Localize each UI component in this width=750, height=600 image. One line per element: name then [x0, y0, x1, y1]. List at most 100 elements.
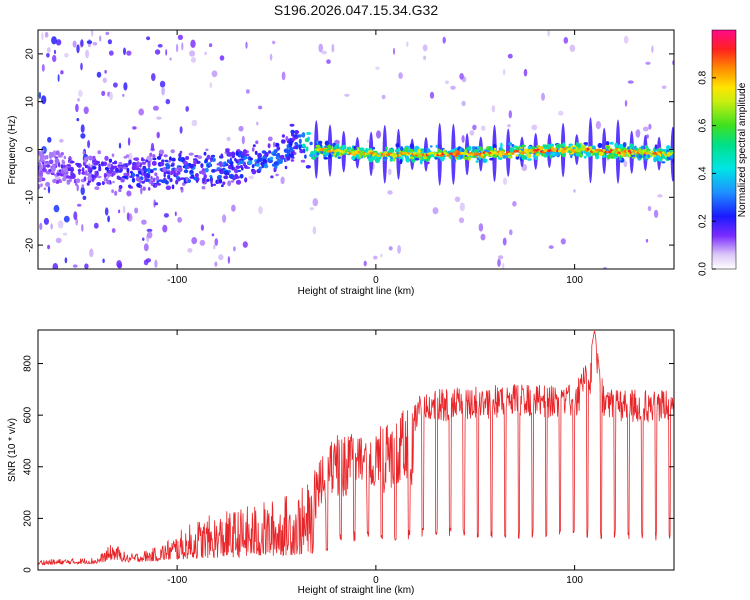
spectrogram-noise-point	[55, 39, 62, 46]
spectrogram-signal-point	[283, 148, 289, 153]
spectrogram-ridge-point	[454, 154, 458, 157]
spectrogram-noise-point	[179, 126, 183, 134]
spectrogram-noise-point	[321, 50, 327, 55]
spectrogram-noise-point	[163, 213, 169, 218]
spectrogram-noise-point	[459, 202, 465, 212]
spectrogram-noise-point	[77, 203, 82, 207]
spectrogram-noise-point	[64, 257, 68, 264]
spectrogram-noise-point	[491, 105, 496, 113]
spectrogram-signal-point	[276, 146, 281, 151]
colorbar-tick-label: 0.4	[698, 166, 709, 180]
spectrogram-signal-point	[118, 188, 122, 193]
spectrogram-signal-point	[489, 157, 494, 161]
snr-xtick-label: 0	[373, 575, 379, 586]
spectrogram-noise-point	[648, 123, 652, 130]
spectrogram-noise-point	[50, 223, 53, 230]
spectrogram-signal-point	[158, 149, 165, 155]
spectrogram-noise-point	[127, 152, 133, 161]
spectrogram-signal-point	[653, 156, 658, 163]
spectrogram-noise-point	[84, 263, 89, 269]
spectrogram-signal-point	[452, 160, 457, 163]
spectrogram-signal-point	[336, 151, 340, 156]
spectrogram-signal-point	[654, 144, 658, 150]
spectrogram-noise-point	[44, 31, 49, 38]
spectrogram-noise-point	[645, 134, 649, 139]
spectrogram-signal-point	[219, 178, 223, 184]
spectrogram-signal-point	[70, 160, 75, 164]
spectrogram-noise-point	[43, 217, 50, 225]
spectrogram-noise-point	[72, 264, 78, 268]
spectrogram-noise-point	[191, 237, 198, 245]
spectrogram-signal-point	[536, 153, 540, 157]
spectrogram-signal-point	[405, 155, 410, 160]
spectrogram-signal-point	[482, 158, 487, 164]
spectrogram-noise-point	[541, 92, 545, 101]
spectrogram-noise-point	[635, 129, 641, 138]
spectrogram-signal-point	[256, 159, 261, 163]
spectrogram-signal-point	[210, 154, 216, 158]
spectrogram-noise-point	[472, 124, 477, 131]
spectrogram-signal-point	[141, 161, 146, 165]
spectrogram-signal-point	[82, 150, 86, 155]
spectrogram-signal-point	[434, 156, 438, 160]
spectrogram-noise-point	[80, 133, 86, 139]
spectrogram-signal-point	[101, 181, 105, 186]
spectrogram-signal-point	[180, 186, 184, 190]
spectrogram-noise-point	[238, 125, 244, 132]
snr-ytick-label: 800	[23, 355, 34, 372]
spectrogram-ridge-point	[438, 152, 442, 155]
spectrogram-signal-point	[145, 178, 150, 182]
spectrogram-ridge-point	[647, 150, 651, 154]
spectrogram-signal-point	[175, 179, 179, 185]
spectrogram-signal-point	[526, 153, 532, 158]
spectrogram-signal-point	[222, 181, 226, 185]
spectrogram-noise-point	[258, 105, 263, 110]
spectrogram-noise-point	[46, 53, 50, 58]
spectrogram-signal-point	[658, 157, 662, 162]
spectrogram-noise-point	[138, 108, 144, 116]
snr-ytick-label: 600	[23, 406, 34, 423]
spectrogram-noise-point	[90, 30, 94, 37]
spectrogram-signal-point	[527, 146, 532, 150]
colorbar-tick-label: 0.8	[698, 70, 709, 84]
spectrogram-noise-point	[147, 231, 153, 239]
spectrogram-signal-point	[52, 178, 57, 184]
spectrogram-noise-point	[73, 211, 78, 221]
spectrogram-signal-point	[595, 154, 599, 160]
spectrogram-signal-point	[239, 160, 245, 165]
spectrogram-signal-point	[149, 169, 154, 174]
spectrogram-signal-point	[515, 146, 520, 150]
spectrogram-signal-point	[117, 165, 123, 169]
spectrogram-noise-point	[502, 262, 505, 269]
spectrogram-signal-point	[544, 144, 547, 148]
spectrogram-signal-point	[568, 150, 573, 154]
spectrogram-signal-point	[235, 165, 241, 170]
spectrogram-signal-point	[133, 163, 137, 168]
spectrogram-signal-point	[128, 159, 132, 165]
spectrogram-signal-point	[154, 172, 158, 176]
spectrogram-noise-point	[445, 80, 449, 85]
spectrogram-noise-point	[38, 91, 42, 99]
spectrogram-signal-point	[162, 166, 168, 173]
spectrogram-ridge-point	[377, 154, 381, 157]
spectrogram-signal-point	[609, 141, 614, 145]
spectrogram-ridge-point	[518, 149, 522, 153]
spectrogram-signal-point	[324, 140, 329, 146]
spectrogram-signal-point	[508, 142, 513, 146]
spectrogram-signal-point	[640, 145, 644, 150]
spectrogram-signal-point	[69, 166, 74, 170]
spectrogram-signal-point	[534, 156, 538, 160]
spectrogram-signal-point	[160, 179, 167, 184]
spectrogram-signal-point	[141, 157, 144, 162]
spectrogram-signal-point	[258, 166, 262, 172]
spectrogram-signal-point	[629, 143, 634, 149]
spectrogram-signal-point	[63, 167, 68, 173]
spectrogram-noise-point	[388, 246, 393, 251]
spectrogram-signal-point	[177, 166, 183, 173]
spectrogram-noise-point	[459, 73, 464, 80]
spectrogram-noise-point	[199, 239, 206, 246]
spectrogram-noise-point	[177, 216, 183, 223]
spectrogram-signal-point	[300, 159, 306, 163]
spectrogram-signal-point	[42, 168, 47, 172]
spectrogram-noise-point	[146, 228, 153, 233]
